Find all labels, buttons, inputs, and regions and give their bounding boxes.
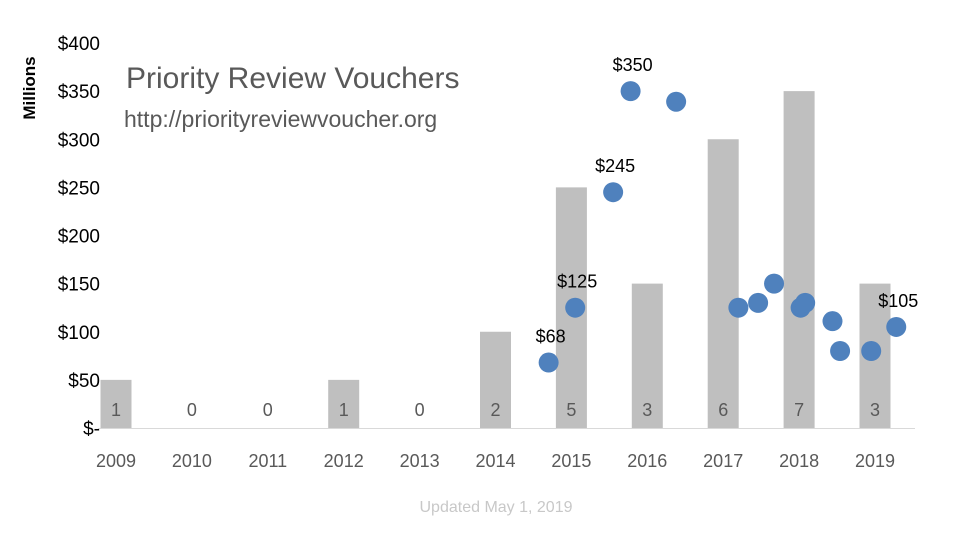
y-tick-250: $250 bbox=[58, 178, 100, 199]
bar-2017 bbox=[707, 139, 739, 428]
updated-note: Updated May 1, 2019 bbox=[419, 499, 573, 516]
x-tick-2011: 2011 bbox=[248, 451, 287, 471]
count-label-2012: 1 bbox=[339, 400, 349, 420]
scatter-point-4 bbox=[620, 81, 641, 102]
scatter-point-1 bbox=[538, 352, 559, 373]
scatter-point-8 bbox=[764, 273, 785, 294]
count-label-2015: 5 bbox=[566, 400, 576, 420]
bar-2018 bbox=[783, 91, 815, 428]
scatter-labels-layer: $68 $125 $245 $350 $105 bbox=[536, 55, 919, 346]
y-tick-50: $50 bbox=[68, 371, 100, 392]
count-label-2017: 6 bbox=[718, 400, 728, 420]
y-tick-300: $300 bbox=[58, 130, 100, 151]
y-tick-100: $100 bbox=[58, 323, 100, 344]
x-tick-2014: 2014 bbox=[475, 451, 515, 471]
bars-layer bbox=[100, 91, 891, 428]
count-label-2010: 0 bbox=[187, 400, 197, 420]
scatter-point-13 bbox=[861, 341, 882, 361]
scatter-label-14: $105 bbox=[878, 291, 918, 311]
x-axis-ticks: 2009 2010 2011 2012 2013 2014 2015 2016 2017 2018… bbox=[96, 451, 895, 471]
x-tick-2012: 2012 bbox=[324, 451, 364, 471]
y-axis-ticks: $- $50 $100 $150 $200 $250 $300 $350 $400 bbox=[58, 34, 100, 440]
scatter-point-6 bbox=[728, 297, 749, 318]
x-tick-2013: 2013 bbox=[400, 451, 440, 471]
y-tick-150: $150 bbox=[58, 275, 100, 296]
scatter-label-3: $245 bbox=[595, 156, 635, 176]
scatter-points-layer bbox=[538, 81, 907, 373]
count-label-2009: 1 bbox=[111, 400, 121, 420]
y-tick-400: $400 bbox=[58, 34, 100, 55]
count-label-2014: 2 bbox=[490, 400, 500, 420]
x-tick-2019: 2019 bbox=[855, 451, 895, 471]
bar-2014 bbox=[480, 331, 511, 428]
scatter-point-5 bbox=[666, 91, 687, 112]
scatter-point-11 bbox=[822, 311, 843, 332]
chart-title: Priority Review Vouchers bbox=[126, 62, 460, 95]
x-tick-2009: 2009 bbox=[96, 451, 136, 471]
y-tick-0: $- bbox=[83, 419, 100, 440]
x-tick-2015: 2015 bbox=[551, 451, 591, 471]
scatter-point-14 bbox=[886, 316, 907, 337]
scatter-label-1: $68 bbox=[536, 327, 566, 347]
scatter-point-7 bbox=[748, 292, 769, 313]
x-tick-2010: 2010 bbox=[172, 451, 212, 471]
x-tick-2016: 2016 bbox=[627, 451, 667, 471]
bar-2016 bbox=[631, 283, 663, 428]
scatter-label-4: $350 bbox=[613, 55, 653, 75]
count-label-2019: 3 bbox=[870, 400, 880, 420]
scatter-point-12 bbox=[830, 341, 851, 361]
bar-2012 bbox=[328, 379, 360, 428]
y-tick-200: $200 bbox=[58, 227, 100, 248]
count-label-2011: 0 bbox=[263, 400, 273, 420]
count-label-2013: 0 bbox=[415, 400, 425, 420]
count-label-2018: 7 bbox=[794, 400, 804, 420]
y-axis-label: Millions bbox=[20, 56, 39, 120]
y-tick-350: $350 bbox=[58, 82, 100, 103]
count-labels-layer: 1 0 0 1 0 2 5 3 6 7 3 bbox=[111, 400, 880, 420]
scatter-point-10 bbox=[795, 292, 816, 313]
bar-2009 bbox=[100, 379, 132, 428]
scatter-label-2: $125 bbox=[557, 272, 597, 292]
count-label-2016: 3 bbox=[642, 400, 652, 420]
x-tick-2018: 2018 bbox=[779, 451, 819, 471]
chart-subtitle: http://priorityreviewvoucher.org bbox=[124, 106, 438, 132]
scatter-point-3 bbox=[603, 182, 624, 203]
x-tick-2017: 2017 bbox=[703, 451, 743, 471]
scatter-point-2 bbox=[565, 297, 586, 318]
